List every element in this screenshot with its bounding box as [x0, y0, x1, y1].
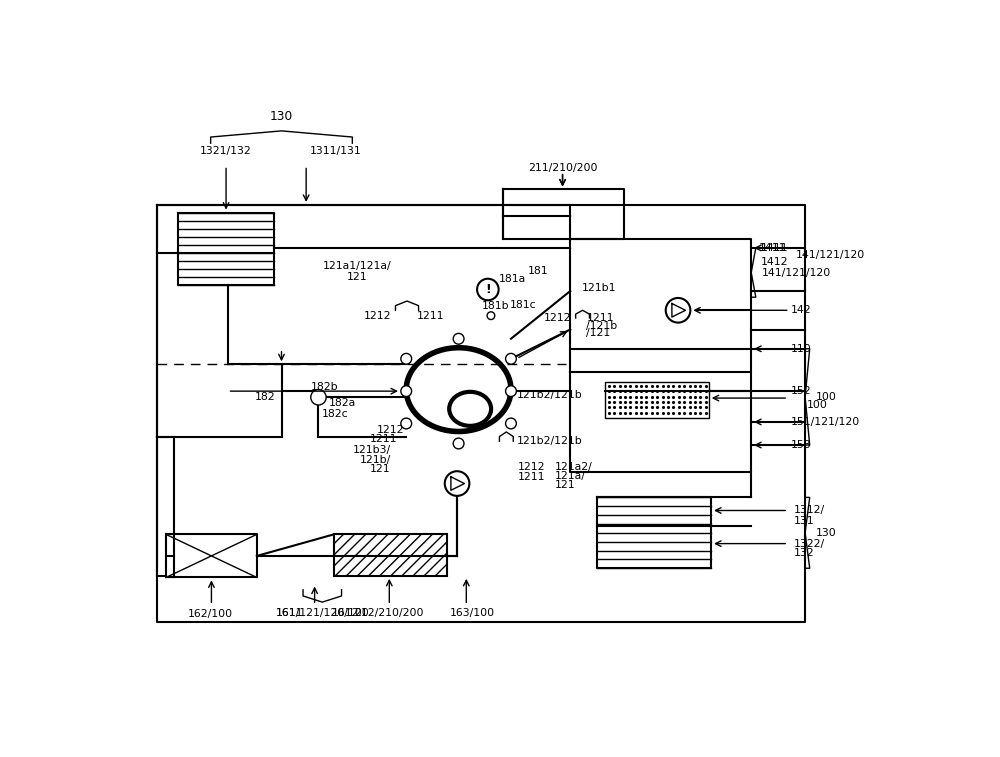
Circle shape [453, 333, 464, 344]
Circle shape [445, 471, 469, 496]
Text: 141/121/120: 141/121/120 [762, 267, 831, 278]
Text: 110: 110 [791, 344, 812, 354]
Circle shape [487, 312, 495, 319]
Text: 1212: 1212 [377, 425, 405, 435]
Text: 181a: 181a [499, 274, 526, 284]
Text: 182a: 182a [329, 397, 356, 408]
Text: 153: 153 [791, 440, 812, 450]
Polygon shape [605, 382, 709, 418]
Text: 100: 100 [816, 392, 837, 402]
Text: 121b3/: 121b3/ [353, 445, 391, 456]
Text: 182b: 182b [311, 382, 338, 391]
Text: 181b: 181b [482, 301, 509, 311]
Text: 182c: 182c [322, 410, 348, 419]
Text: 1412: 1412 [760, 257, 788, 266]
Text: 182: 182 [255, 392, 275, 402]
Text: 121b1: 121b1 [582, 283, 616, 293]
Text: 142: 142 [791, 305, 812, 315]
Text: 121: 121 [555, 480, 575, 490]
Bar [334, 534, 447, 576]
Circle shape [506, 354, 516, 364]
Text: !: ! [485, 283, 491, 296]
Ellipse shape [449, 392, 491, 426]
Text: 1212: 1212 [517, 462, 545, 472]
Text: 121a2/: 121a2/ [555, 462, 593, 472]
Circle shape [666, 298, 690, 322]
Text: 151/121/120: 151/121/120 [791, 417, 860, 427]
Text: 1322/: 1322/ [794, 538, 825, 549]
Text: 100: 100 [807, 400, 828, 410]
Text: 1411: 1411 [759, 243, 786, 253]
Text: 1211: 1211 [370, 434, 397, 444]
Circle shape [401, 386, 412, 397]
Text: 121b/: 121b/ [360, 455, 391, 465]
Text: 181: 181 [528, 266, 549, 276]
Text: 212/210/200: 212/210/200 [355, 608, 424, 618]
Text: 162/100: 162/100 [188, 609, 233, 619]
Text: 1211: 1211 [517, 472, 545, 481]
Text: 130: 130 [270, 111, 293, 123]
Text: 122: 122 [474, 406, 495, 416]
Circle shape [453, 438, 464, 449]
Text: 1311/131: 1311/131 [310, 146, 361, 156]
Text: 121: 121 [347, 273, 367, 282]
Circle shape [311, 390, 326, 405]
Text: 131: 131 [794, 516, 814, 525]
Text: 121: 121 [370, 464, 391, 474]
Text: 130: 130 [816, 528, 837, 537]
Text: 132: 132 [794, 548, 814, 558]
Circle shape [477, 279, 499, 301]
Text: 1611: 1611 [276, 608, 303, 618]
Text: 181c: 181c [509, 300, 536, 310]
Text: 121b2/121b: 121b2/121b [516, 390, 582, 400]
Circle shape [506, 418, 516, 429]
Text: 1411: 1411 [760, 243, 788, 253]
Text: /121: /121 [586, 329, 611, 338]
Text: 152: 152 [791, 386, 812, 396]
Text: 161/121/120/100: 161/121/120/100 [275, 609, 369, 618]
Text: 1321/132: 1321/132 [200, 146, 252, 156]
Text: 163/100: 163/100 [450, 608, 495, 618]
Text: 1312/: 1312/ [794, 506, 825, 516]
Text: 121a/: 121a/ [555, 471, 586, 481]
Text: 1211: 1211 [417, 311, 445, 322]
Circle shape [401, 418, 412, 429]
Text: 1212: 1212 [544, 313, 571, 323]
Circle shape [401, 354, 412, 364]
Circle shape [506, 386, 516, 397]
Text: 1212: 1212 [363, 311, 391, 322]
Text: 1612: 1612 [332, 608, 359, 618]
Text: 141/121/120: 141/121/120 [796, 250, 865, 260]
Text: 211/210/200: 211/210/200 [528, 163, 597, 173]
Text: /121b: /121b [586, 321, 618, 331]
Text: 121b2/121b: 121b2/121b [516, 436, 582, 446]
Text: 1211: 1211 [586, 313, 614, 323]
Text: 121a1/121a/: 121a1/121a/ [323, 261, 391, 272]
